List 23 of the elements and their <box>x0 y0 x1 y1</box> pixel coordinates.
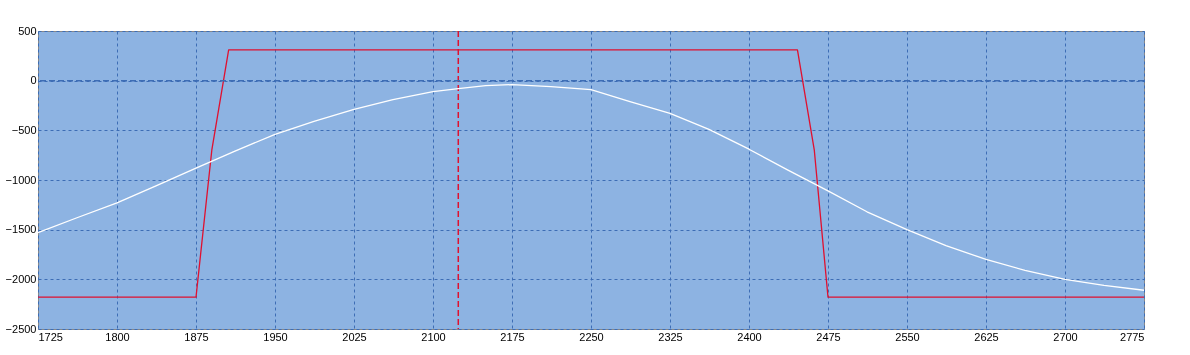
line-series <box>37 83 1145 291</box>
x-tick-label: 2400 <box>737 330 762 343</box>
x-tick-label: 1875 <box>184 330 209 343</box>
y-tick-label: −2000 <box>5 272 37 285</box>
y-tick-label: −500 <box>11 123 37 136</box>
x-tick-label: 2550 <box>895 330 920 343</box>
x-tick-label: 2325 <box>658 330 683 343</box>
y-tick-label: −2500 <box>5 322 37 335</box>
x-tick-label: 2700 <box>1053 330 1078 343</box>
y-tick-label: −1000 <box>5 173 37 186</box>
x-tick-label: 2775 <box>1120 330 1145 343</box>
x-tick-label: 2250 <box>579 330 604 343</box>
x-tick-label: 2025 <box>342 330 367 343</box>
x-tick-label: 1725 <box>38 330 63 343</box>
y-tick-label: 0 <box>30 74 37 87</box>
x-tick-label: 1950 <box>263 330 288 343</box>
x-tick-label: 2625 <box>974 330 999 343</box>
x-tick-label: 2475 <box>816 330 841 343</box>
y-tick-label: 500 <box>18 24 37 37</box>
x-tick-label: 2175 <box>500 330 525 343</box>
y-tick-label: −1500 <box>5 223 37 236</box>
x-tick-label: 2100 <box>421 330 446 343</box>
x-tick-label: 1800 <box>105 330 130 343</box>
